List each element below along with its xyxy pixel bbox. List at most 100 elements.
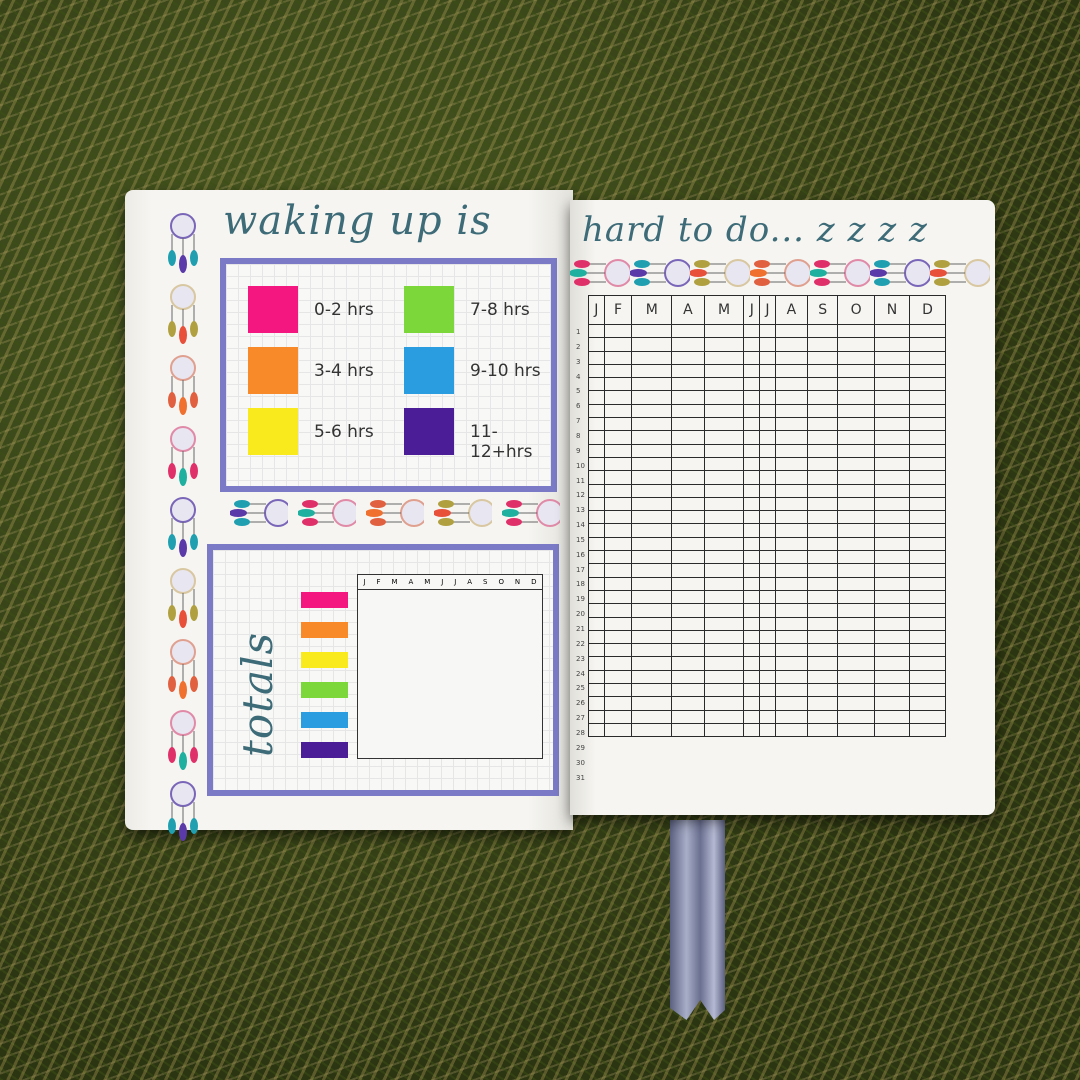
sleep-cell[interactable] xyxy=(908,417,947,432)
sleep-cell[interactable] xyxy=(703,470,745,485)
sleep-cell[interactable] xyxy=(774,456,809,472)
sleep-cell[interactable] xyxy=(671,443,705,458)
sleep-cell[interactable] xyxy=(631,536,673,552)
sleep-cell[interactable] xyxy=(588,722,605,738)
sleep-cell[interactable] xyxy=(703,483,745,498)
sleep-cell[interactable] xyxy=(743,576,761,591)
sleep-cell[interactable] xyxy=(588,390,605,405)
sleep-cell[interactable] xyxy=(631,696,673,711)
sleep-cell[interactable] xyxy=(588,643,605,658)
sleep-cell[interactable] xyxy=(631,403,673,419)
sleep-cell[interactable] xyxy=(908,576,947,591)
sleep-cell[interactable] xyxy=(703,403,745,419)
sleep-cell[interactable] xyxy=(603,337,633,352)
sleep-cell[interactable] xyxy=(774,683,809,698)
sleep-cell[interactable] xyxy=(908,683,947,698)
sleep-cell[interactable] xyxy=(807,417,839,432)
sleep-cell[interactable] xyxy=(807,443,839,458)
sleep-cell[interactable] xyxy=(603,629,633,645)
sleep-cell[interactable] xyxy=(807,403,839,419)
sleep-cell[interactable] xyxy=(631,576,673,591)
sleep-cell[interactable] xyxy=(603,696,633,711)
sleep-cell[interactable] xyxy=(759,643,776,658)
sleep-cell[interactable] xyxy=(759,589,776,605)
sleep-cell[interactable] xyxy=(873,456,910,472)
sleep-cell[interactable] xyxy=(703,589,745,605)
sleep-cell[interactable] xyxy=(603,523,633,538)
sleep-cell[interactable] xyxy=(837,603,875,618)
sleep-cell[interactable] xyxy=(908,536,947,552)
sleep-cell[interactable] xyxy=(837,643,875,658)
sleep-cell[interactable] xyxy=(588,669,605,685)
sleep-cell[interactable] xyxy=(774,350,809,365)
sleep-cell[interactable] xyxy=(774,430,809,445)
sleep-cell[interactable] xyxy=(671,510,705,525)
sleep-cell[interactable] xyxy=(588,417,605,432)
sleep-cell[interactable] xyxy=(908,337,947,352)
sleep-cell[interactable] xyxy=(807,523,839,538)
sleep-cell[interactable] xyxy=(759,363,776,379)
sleep-cell[interactable] xyxy=(588,576,605,591)
sleep-cell[interactable] xyxy=(759,337,776,352)
sleep-cell[interactable] xyxy=(807,683,839,698)
sleep-cell[interactable] xyxy=(703,563,745,578)
sleep-cell[interactable] xyxy=(631,470,673,485)
sleep-cell[interactable] xyxy=(631,483,673,498)
sleep-cell[interactable] xyxy=(837,443,875,458)
sleep-cell[interactable] xyxy=(759,603,776,618)
sleep-cell[interactable] xyxy=(631,377,673,392)
sleep-cell[interactable] xyxy=(837,576,875,591)
sleep-cell[interactable] xyxy=(743,629,761,645)
sleep-cell[interactable] xyxy=(774,722,809,738)
sleep-cell[interactable] xyxy=(631,523,673,538)
sleep-cell[interactable] xyxy=(588,337,605,352)
sleep-cell[interactable] xyxy=(603,550,633,565)
sleep-cell[interactable] xyxy=(631,683,673,698)
sleep-cell[interactable] xyxy=(743,483,761,498)
sleep-cell[interactable] xyxy=(588,536,605,552)
sleep-cell[interactable] xyxy=(603,483,633,498)
sleep-cell[interactable] xyxy=(774,496,809,512)
sleep-cell[interactable] xyxy=(837,377,875,392)
sleep-cell[interactable] xyxy=(603,510,633,525)
sleep-cell[interactable] xyxy=(807,456,839,472)
sleep-cell[interactable] xyxy=(743,550,761,565)
sleep-cell[interactable] xyxy=(671,722,705,738)
sleep-cell[interactable] xyxy=(774,536,809,552)
sleep-cell[interactable] xyxy=(588,350,605,365)
sleep-cell[interactable] xyxy=(807,629,839,645)
sleep-cell[interactable] xyxy=(603,576,633,591)
sleep-cell[interactable] xyxy=(908,430,947,445)
sleep-cell[interactable] xyxy=(603,443,633,458)
sleep-cell[interactable] xyxy=(807,550,839,565)
sleep-cell[interactable] xyxy=(873,709,910,724)
sleep-cell[interactable] xyxy=(837,589,875,605)
sleep-cell[interactable] xyxy=(671,390,705,405)
sleep-cell[interactable] xyxy=(774,363,809,379)
sleep-cell[interactable] xyxy=(603,456,633,472)
sleep-cell[interactable] xyxy=(774,443,809,458)
sleep-cell[interactable] xyxy=(759,696,776,711)
sleep-cell[interactable] xyxy=(603,403,633,419)
sleep-cell[interactable] xyxy=(631,669,673,685)
sleep-cell[interactable] xyxy=(671,643,705,658)
sleep-cell[interactable] xyxy=(837,669,875,685)
sleep-cell[interactable] xyxy=(603,363,633,379)
sleep-cell[interactable] xyxy=(873,656,910,671)
sleep-cell[interactable] xyxy=(807,722,839,738)
sleep-cell[interactable] xyxy=(807,589,839,605)
sleep-cell[interactable] xyxy=(807,510,839,525)
sleep-cell[interactable] xyxy=(671,363,705,379)
sleep-cell[interactable] xyxy=(671,430,705,445)
sleep-cell[interactable] xyxy=(631,616,673,631)
sleep-cell[interactable] xyxy=(703,390,745,405)
sleep-cell[interactable] xyxy=(743,470,761,485)
sleep-cell[interactable] xyxy=(631,656,673,671)
sleep-cell[interactable] xyxy=(603,536,633,552)
sleep-cell[interactable] xyxy=(743,603,761,618)
sleep-cell[interactable] xyxy=(873,377,910,392)
sleep-cell[interactable] xyxy=(603,470,633,485)
sleep-cell[interactable] xyxy=(603,563,633,578)
sleep-cell[interactable] xyxy=(908,696,947,711)
sleep-cell[interactable] xyxy=(873,443,910,458)
